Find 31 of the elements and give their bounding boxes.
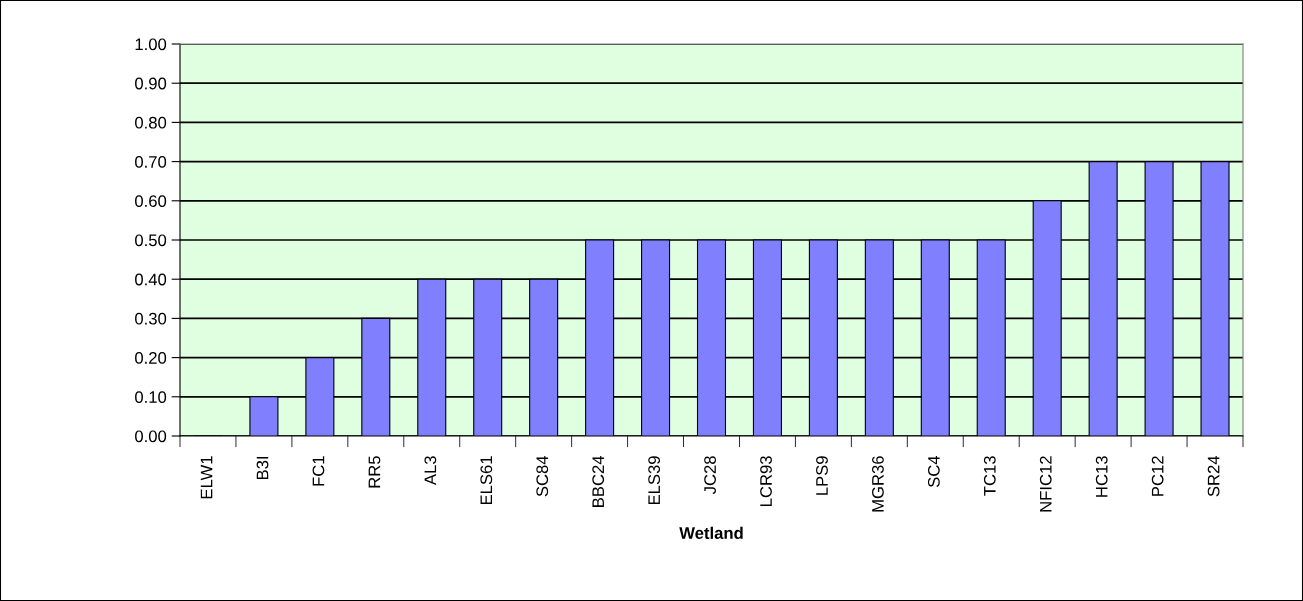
x-tick-label: NFIC12 bbox=[1039, 456, 1052, 512]
y-tick-label: 0.90 bbox=[135, 77, 167, 90]
x-tick-label: LCR93 bbox=[760, 456, 772, 506]
x-tick-label: JC28 bbox=[704, 456, 716, 495]
x-tick-label: BBC24 bbox=[592, 455, 605, 507]
x-axis-title: Wetland bbox=[679, 526, 743, 539]
y-tick-label: 0.20 bbox=[135, 352, 167, 364]
y-tick-label: 0.70 bbox=[135, 156, 167, 168]
x-tick-label: LPS9 bbox=[816, 456, 828, 495]
x-tick-label: ELS61 bbox=[480, 456, 493, 505]
x-tick-label: ELS39 bbox=[648, 456, 661, 505]
x-tick-label: AL3 bbox=[424, 456, 437, 486]
y-tick-label: 0.10 bbox=[135, 391, 167, 403]
y-tick-label: 0.50 bbox=[135, 234, 167, 247]
x-tick-label: RR5 bbox=[368, 456, 381, 488]
x-tick-label: PC12 bbox=[1151, 456, 1164, 496]
x-tick-label: SC84 bbox=[536, 455, 549, 497]
y-tick-label: 0.40 bbox=[135, 273, 167, 286]
x-tick-label: B3I bbox=[256, 456, 269, 480]
x-tick-label: FC1 bbox=[312, 456, 325, 486]
x-tick-label: TC13 bbox=[983, 456, 996, 496]
y-tick-label: 0.60 bbox=[135, 195, 167, 207]
y-tick-label: 0.30 bbox=[135, 312, 167, 325]
x-tick-label: ELW1 bbox=[200, 456, 213, 499]
x-tick-label: HC13 bbox=[1095, 456, 1108, 497]
x-tick-label: SR24 bbox=[1207, 455, 1220, 497]
x-tick-label: MGR36 bbox=[872, 456, 884, 512]
y-tick-label: 0.80 bbox=[135, 116, 167, 129]
y-tick-label: 0.00 bbox=[135, 430, 167, 443]
x-tick-label: SC4 bbox=[927, 455, 940, 488]
y-tick-label: 1.00 bbox=[135, 38, 167, 51]
